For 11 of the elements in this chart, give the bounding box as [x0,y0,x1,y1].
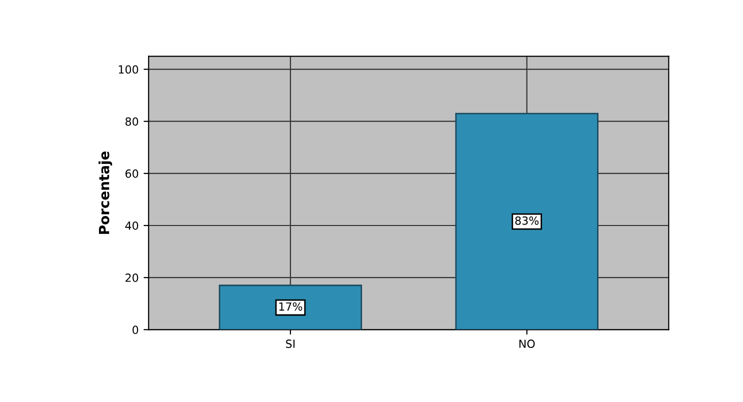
x-tick-label: SI [286,340,295,348]
data-label: 83% [515,216,539,225]
y-tick-label: 0 [132,326,138,334]
data-label: 17% [279,302,302,311]
x-tick-label: NO [519,340,535,348]
y-tick-label: 100 [118,65,138,74]
y-tick-label: 20 [126,274,138,282]
y-tick-label: 80 [125,117,138,126]
y-axis-title: Porcentaje [98,151,112,234]
y-tick-label: 40 [125,221,138,230]
y-tick-label: 60 [126,169,138,178]
